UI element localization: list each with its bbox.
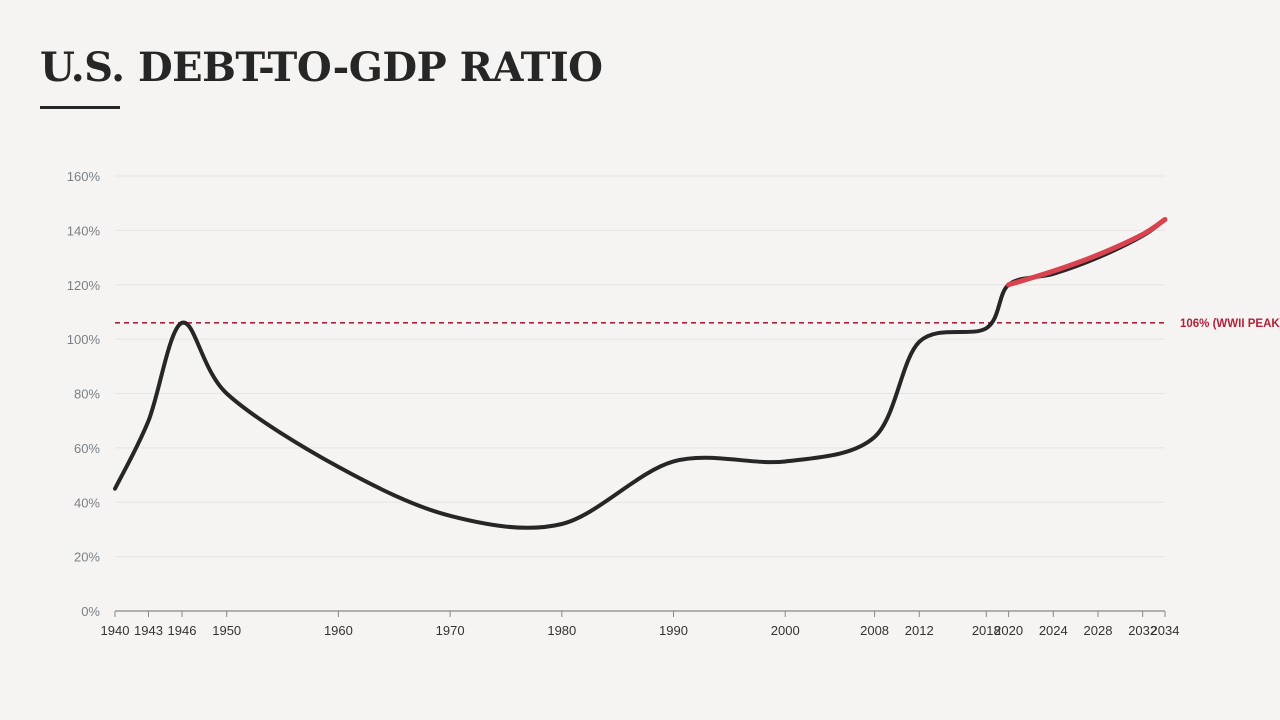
data-point [114,487,117,490]
data-point [784,460,787,463]
data-point [918,340,921,343]
y-tick-label: 60% [74,441,100,456]
page-title: U.S. DEBT-TO-GDP RATIO [40,44,603,91]
data-point [225,392,228,395]
x-tick-label: 2018 [972,623,1001,638]
data-point [181,321,184,324]
y-tick-label: 0% [81,604,100,619]
x-tick-label: 1950 [212,623,241,638]
series-layer [113,217,1168,530]
data-point [1007,283,1010,286]
x-tick-label: 1990 [659,623,688,638]
data-point [1096,253,1099,256]
data-point [337,465,340,468]
data-point [873,436,876,439]
y-tick-label: 40% [74,495,100,510]
x-tick-label: 1960 [324,623,353,638]
data-point [672,460,675,463]
x-tick-label: 1970 [436,623,465,638]
data-point [147,419,150,422]
x-tick-label: 2012 [905,623,934,638]
y-tick-label: 160% [67,169,101,184]
data-point [560,523,563,526]
x-tick-label: 1946 [168,623,197,638]
y-tick-label: 20% [74,550,100,565]
x-tick-label: 2000 [771,623,800,638]
y-tick-label: 100% [67,332,101,347]
data-point [985,327,988,330]
y-tick-label: 120% [67,278,101,293]
title-underline [40,106,120,109]
y-tick-label: 80% [74,387,100,402]
historical-series-line [113,217,1167,530]
data-point [1141,233,1144,236]
x-tick-label: 2024 [1039,623,1068,638]
data-point [1164,218,1167,221]
data-point [1052,270,1055,273]
y-tick-label: 140% [67,223,101,238]
x-tick-label: 2028 [1084,623,1113,638]
x-tick-label: 2008 [860,623,889,638]
data-point [449,514,452,517]
x-tick-label: 1940 [101,623,130,638]
x-tick-label: 2034 [1151,623,1180,638]
x-tick-label: 2020 [994,623,1023,638]
x-tick-label: 2032 [1128,623,1157,638]
x-tick-label: 1980 [547,623,576,638]
axis-layer: 0% 20% 40% 60% 80% 100% 120% 140% 160% 1940 1943 19… [67,169,1180,638]
grid-layer [115,175,1165,558]
reference-line-label: 106% (WWII PEAK) [1180,318,1280,330]
projection-series-line [1006,217,1168,288]
reference-layer: 106% (WWII PEAK) [115,318,1280,330]
x-tick-label: 1943 [134,623,163,638]
